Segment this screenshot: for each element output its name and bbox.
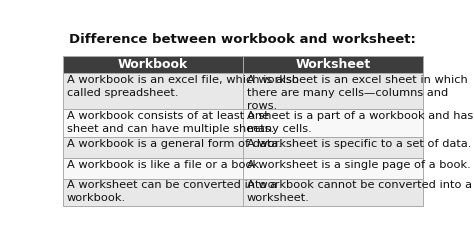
Text: A worksheet can be converted into a
workbook.: A worksheet can be converted into a work… xyxy=(66,180,277,203)
Bar xyxy=(63,109,243,137)
Bar xyxy=(243,179,423,206)
Text: A workbook cannot be converted into a
worksheet.: A workbook cannot be converted into a wo… xyxy=(246,180,472,203)
Text: Difference between workbook and worksheet:: Difference between workbook and workshee… xyxy=(70,33,416,46)
Bar xyxy=(243,109,423,137)
Bar xyxy=(243,73,423,109)
Text: A sheet is a part of a workbook and has
many cells.: A sheet is a part of a workbook and has … xyxy=(246,111,473,134)
Text: A workbook is an excel file, which is also
called spreadsheet.: A workbook is an excel file, which is al… xyxy=(66,75,299,98)
Text: A worksheet is specific to a set of data.: A worksheet is specific to a set of data… xyxy=(246,139,471,149)
Bar xyxy=(243,158,423,179)
Bar xyxy=(63,73,243,109)
Text: A workbook is a general form of data.: A workbook is a general form of data. xyxy=(66,139,282,149)
Bar xyxy=(243,56,423,73)
Text: A workbook is like a file or a book.: A workbook is like a file or a book. xyxy=(66,160,262,170)
Text: Workbook: Workbook xyxy=(118,58,188,71)
Text: A worksheet is an excel sheet in which
there are many cells—columns and
rows.: A worksheet is an excel sheet in which t… xyxy=(246,75,467,111)
Text: A workbook consists of at least one
sheet and can have multiple sheets.: A workbook consists of at least one shee… xyxy=(66,111,274,134)
Bar xyxy=(63,179,243,206)
Bar xyxy=(243,137,423,158)
Text: Worksheet: Worksheet xyxy=(295,58,371,71)
Bar xyxy=(63,56,243,73)
Text: A worksheet is a single page of a book.: A worksheet is a single page of a book. xyxy=(246,160,470,170)
Bar xyxy=(63,158,243,179)
Bar xyxy=(63,137,243,158)
